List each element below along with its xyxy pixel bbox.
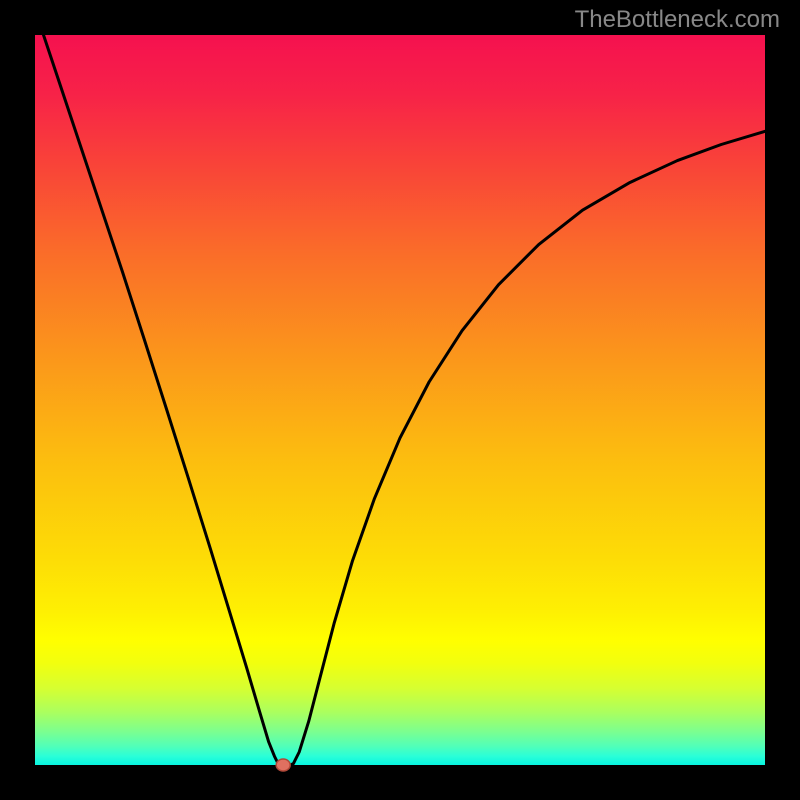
watermark-text: TheBottleneck.com: [575, 6, 780, 34]
bottleneck-chart: [0, 0, 800, 800]
plot-background: [35, 35, 765, 765]
minimum-marker: [276, 759, 290, 771]
